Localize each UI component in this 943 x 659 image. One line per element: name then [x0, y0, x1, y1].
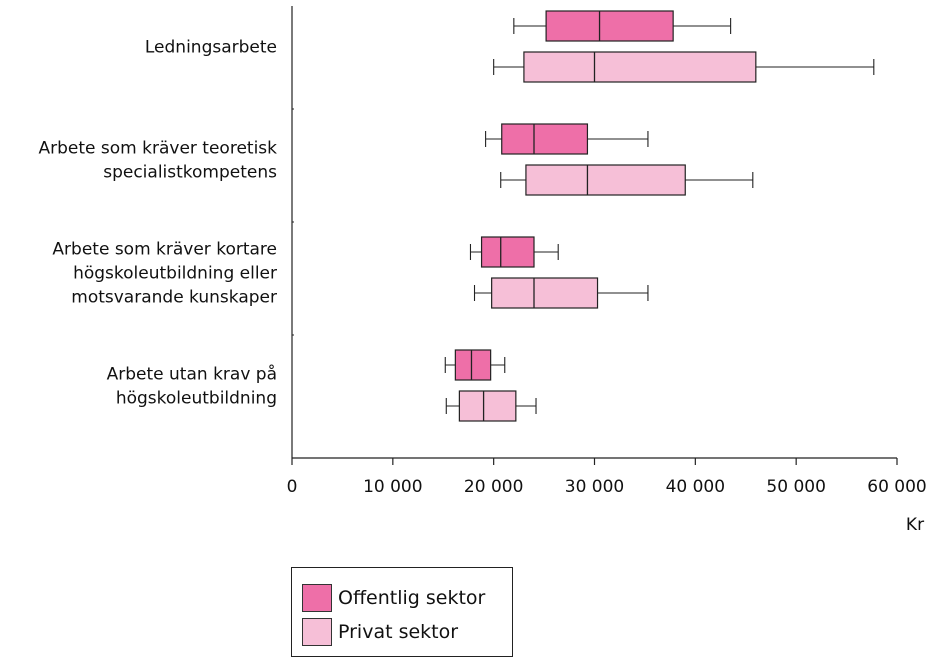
- box-privat: [500, 164, 754, 196]
- x-tick-label: 30 000: [565, 477, 624, 497]
- x-axis-unit-label: Kr: [906, 515, 924, 535]
- category-label: högskoleutbildning eller: [73, 264, 277, 284]
- iqr-box: [491, 277, 599, 309]
- x-tick-label: 10 000: [363, 477, 422, 497]
- x-tick-label: 50 000: [766, 477, 825, 497]
- box-privat: [445, 390, 537, 422]
- legend-item-privat: Privat sektor: [302, 617, 458, 647]
- box-privat: [493, 51, 875, 83]
- category-label: Arbete som kräver teoretisk: [39, 139, 278, 159]
- legend-swatch-offentlig: [302, 584, 332, 612]
- box-offentlig: [485, 123, 649, 155]
- iqr-box: [545, 10, 674, 42]
- legend-swatch-privat: [302, 618, 332, 646]
- x-tick-label: 40 000: [666, 477, 725, 497]
- iqr-box: [523, 51, 757, 83]
- category-labels: Ledningsarbete Arbete som kräver teoretis…: [39, 38, 294, 409]
- legend-label-offentlig: Offentlig sektor: [338, 587, 486, 609]
- box-privat: [473, 277, 649, 309]
- category-label: specialistkompetens: [103, 163, 277, 183]
- x-tick-label: 0: [287, 477, 298, 497]
- box-offentlig: [444, 349, 506, 381]
- legend-item-offentlig: Offentlig sektor: [302, 583, 485, 613]
- category-label: högskoleutbildning: [116, 389, 277, 409]
- category-label: Arbete utan krav på: [107, 364, 277, 385]
- x-tick-label: 60 000: [867, 477, 926, 497]
- category-label: Arbete som kräver kortare: [52, 240, 277, 260]
- category-label: Ledningsarbete: [145, 38, 277, 58]
- iqr-box: [525, 164, 686, 196]
- iqr-box: [480, 236, 535, 268]
- box-plot-series: [444, 10, 875, 422]
- iqr-box: [501, 123, 589, 155]
- box-offentlig: [513, 10, 732, 42]
- legend: Offentlig sektor Privat sektor: [291, 567, 513, 657]
- legend-label-privat: Privat sektor: [338, 621, 459, 643]
- x-axis-ticks: 0 10 000 20 000 30 000 40 000 50 000 60 000: [287, 458, 927, 497]
- iqr-box: [458, 390, 517, 422]
- x-tick-label: 20 000: [464, 477, 523, 497]
- category-label: motsvarande kunskaper: [71, 288, 277, 308]
- iqr-box: [454, 349, 492, 381]
- box-offentlig: [469, 236, 559, 268]
